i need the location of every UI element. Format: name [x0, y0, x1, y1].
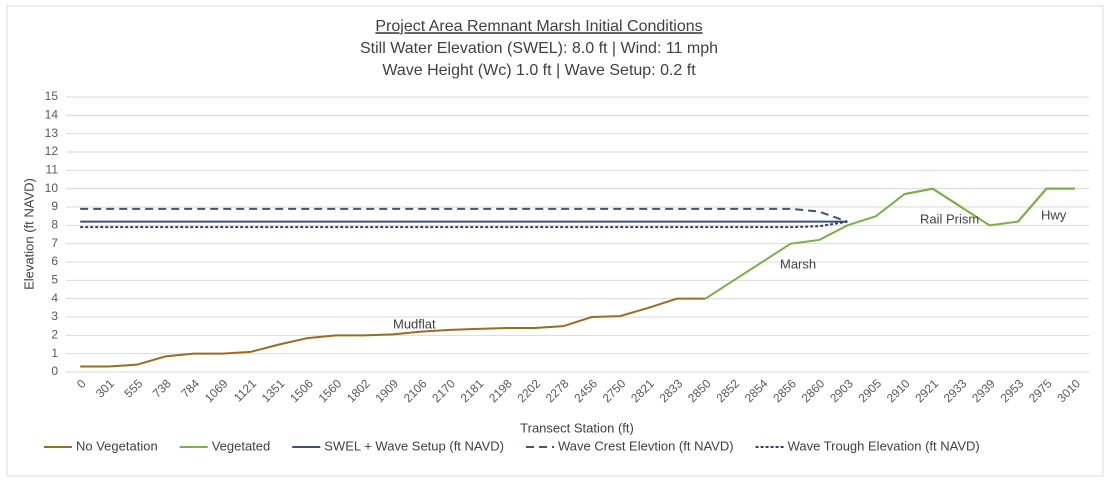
annotation: Hwy — [1041, 207, 1067, 222]
chart-subtitle: Wave Height (Wc) 1.0 ft | Wave Setup: 0.… — [382, 62, 696, 79]
y-tick-label: 0 — [51, 364, 58, 378]
y-tick-label: 7 — [51, 236, 58, 250]
chart-subtitle: Still Water Elevation (SWEL): 8.0 ft | W… — [360, 40, 718, 57]
y-tick-label: 13 — [45, 126, 59, 140]
y-axis-label: Elevation (ft NAVD) — [21, 178, 36, 290]
annotation: Rail Prism — [920, 211, 979, 226]
chart-title: Project Area Remnant Marsh Initial Condi… — [375, 18, 702, 35]
y-tick-label: 2 — [51, 328, 58, 342]
legend-label: Wave Crest Elevtion (ft NAVD) — [558, 438, 734, 453]
y-tick-label: 5 — [51, 273, 58, 287]
legend-label: Vegetated — [212, 438, 271, 453]
y-tick-label: 12 — [45, 144, 59, 158]
series-line — [80, 207, 848, 223]
legend-label: SWEL + Wave Setup (ft NAVD) — [324, 438, 504, 453]
y-tick-label: 4 — [51, 291, 58, 305]
y-tick-label: 11 — [46, 163, 59, 177]
y-tick-label: 6 — [51, 254, 58, 268]
y-tick-label: 1 — [51, 346, 58, 360]
y-tick-label: 10 — [45, 181, 59, 195]
y-tick-label: 9 — [51, 199, 58, 213]
series-line — [80, 220, 848, 229]
y-tick-label: 8 — [51, 218, 58, 232]
legend-label: Wave Trough Elevation (ft NAVD) — [788, 438, 980, 453]
y-tick-label: 3 — [51, 309, 58, 323]
x-axis-label: Transect Station (ft) — [520, 420, 634, 435]
chart-border — [6, 5, 1104, 477]
legend-label: No Vegetation — [76, 438, 158, 453]
annotation: Marsh — [780, 256, 816, 271]
annotation: Mudflat — [393, 316, 436, 331]
y-tick-label: 15 — [45, 89, 59, 103]
y-tick-label: 14 — [45, 108, 59, 122]
series-line — [704, 187, 1075, 300]
